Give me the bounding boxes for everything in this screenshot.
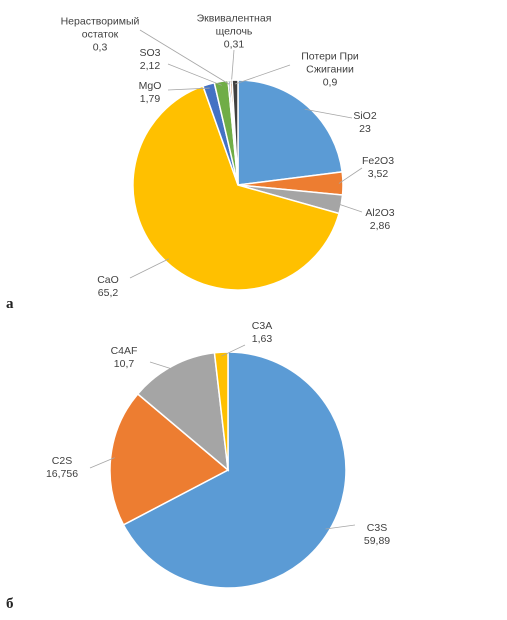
label-name: Потери При Сжигании — [301, 50, 359, 76]
pie-slice — [136, 351, 229, 472]
label-value: 65,2 — [97, 287, 119, 299]
data-label: C4AF 10,7 — [94, 345, 154, 371]
label-name: CaO — [97, 274, 119, 286]
label-name: Fe2O3 — [361, 155, 395, 167]
label-value: 16,756 — [45, 468, 79, 480]
label-name: MgO — [138, 80, 162, 92]
leader-line — [304, 108, 353, 119]
data-label: C3A 1,63 — [237, 320, 287, 346]
label-name: Al2O3 — [365, 207, 395, 219]
label-name: SiO2 — [353, 110, 377, 122]
label-value: 0,31 — [223, 38, 245, 51]
data-label: Эквивалентная щелочь 0,31 — [189, 13, 279, 52]
pie-slice — [132, 85, 340, 291]
data-label: C2S 16,756 — [32, 455, 92, 481]
label-value: 1,79 — [139, 93, 161, 105]
data-label: CaO 65,2 — [78, 274, 138, 300]
pie-slice — [109, 392, 230, 526]
pie-slice — [237, 79, 344, 186]
leader-line — [230, 49, 235, 85]
leader-line — [129, 258, 170, 279]
label-name: Нерастворимый остаток — [60, 15, 140, 41]
label-name: C4AF — [110, 345, 138, 357]
label-name: Эквивалентная щелочь — [196, 12, 272, 38]
leader-line — [139, 29, 230, 85]
label-value: 2,12 — [139, 60, 161, 72]
leader-line — [338, 167, 363, 184]
pie-slice — [122, 351, 347, 589]
label-value: 3,52 — [367, 168, 389, 180]
leader-line — [167, 87, 210, 91]
label-value: 23 — [359, 123, 371, 135]
label-value: 0,3 — [92, 41, 108, 54]
leader-line — [235, 64, 291, 85]
data-label: MgO 1,79 — [125, 80, 175, 106]
leader-line — [325, 524, 356, 530]
panel-label: а — [6, 296, 14, 312]
leader-line — [89, 457, 115, 469]
leader-line — [149, 361, 175, 370]
data-label: Потери При Сжигании 0,9 — [290, 51, 370, 90]
pie-slice — [231, 79, 239, 186]
leader-line — [167, 63, 222, 86]
data-label: SiO2 23 — [335, 110, 395, 136]
label-value: 10,7 — [113, 358, 135, 370]
leader-line — [337, 203, 363, 213]
data-label: Нерастворимый остаток 0,3 — [53, 16, 148, 55]
leader-line — [221, 344, 246, 357]
label-name: SO3 — [139, 47, 161, 59]
data-label: SO3 2,12 — [125, 47, 175, 73]
data-label: Al2O3 2,86 — [350, 207, 410, 233]
label-value: 0,9 — [322, 76, 338, 89]
label-value: 2,86 — [369, 220, 391, 232]
label-value: 59,89 — [363, 535, 391, 547]
label-value: 1,63 — [251, 333, 273, 345]
label-name: C2S — [51, 455, 73, 467]
label-name: C3A — [251, 320, 273, 332]
panel-label: б — [6, 596, 14, 612]
data-label: C3S 59,89 — [347, 522, 407, 548]
pie-slice — [213, 351, 229, 471]
data-label: Fe2O3 3,52 — [348, 155, 408, 181]
label-name: C3S — [366, 522, 388, 534]
